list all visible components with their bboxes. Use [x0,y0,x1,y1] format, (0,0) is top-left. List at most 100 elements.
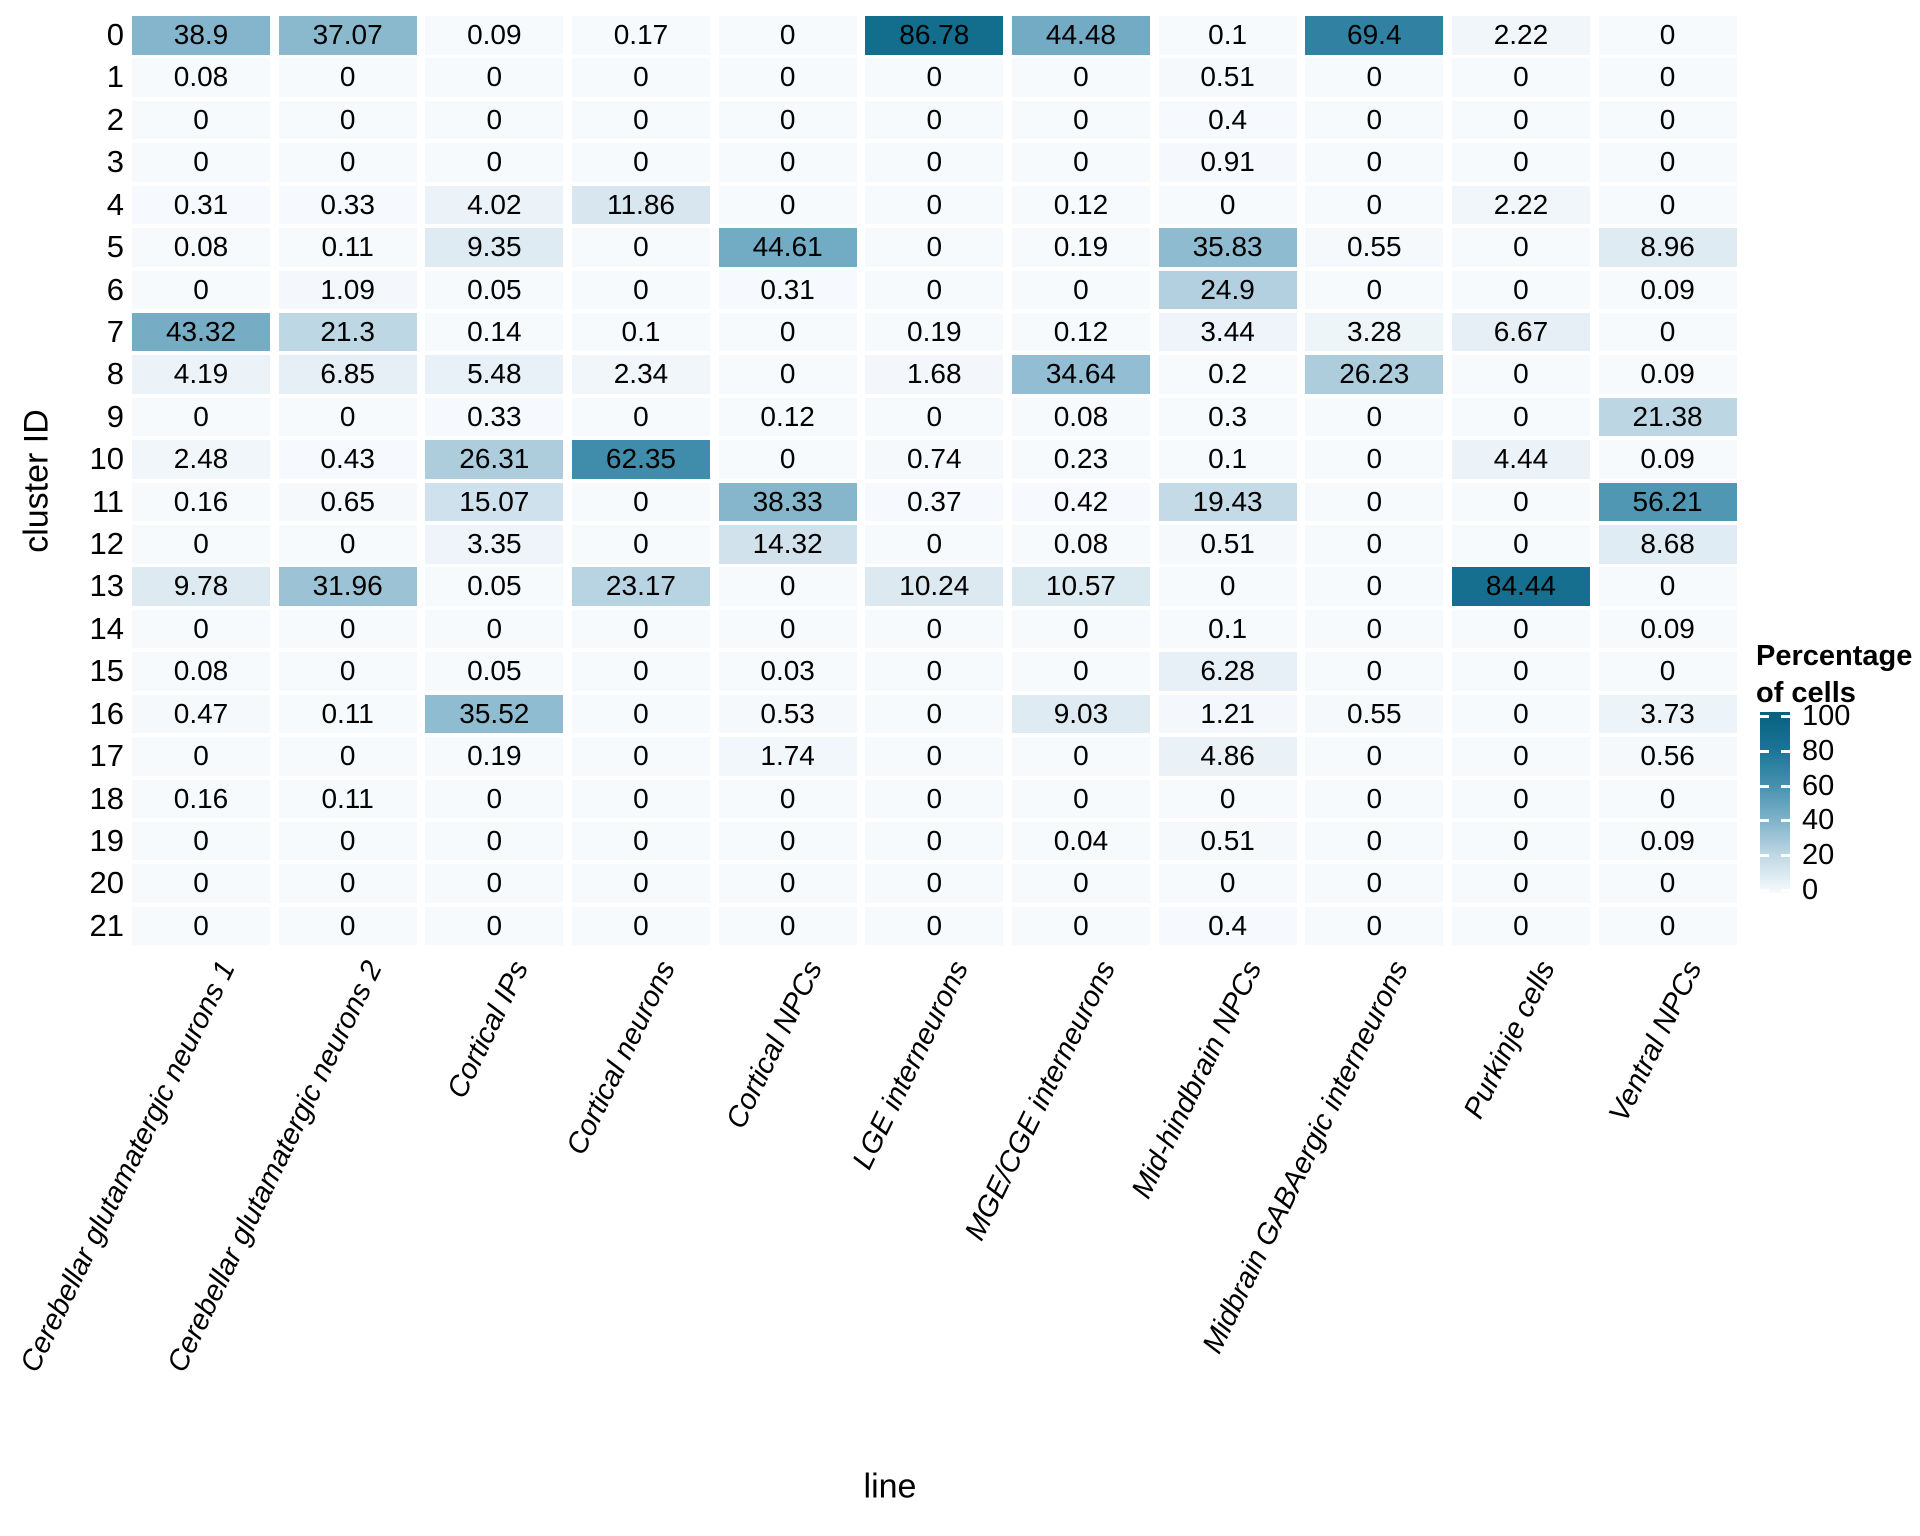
heatmap-cell: 0 [571,482,710,522]
heatmap-cell: 0 [718,16,857,55]
heatmap-cell: 0 [1305,652,1444,691]
heatmap-cell: 0 [1305,482,1444,522]
heatmap-cell: 56.21 [1598,482,1737,522]
heatmap-cell: 0 [132,737,270,776]
heatmap-cell: 0 [278,821,417,861]
heatmap-cell: 0.4 [1158,906,1297,946]
legend-tick-label: 20 [1802,839,1835,872]
heatmap-cell: 0 [865,100,1004,140]
heatmap-cell: 0 [718,821,857,861]
heatmap-cell: 0 [718,185,857,225]
y-axis-tick-label: 21 [89,907,124,943]
heatmap-cell: 21.3 [278,312,417,352]
heatmap-cell: 31.96 [278,567,417,606]
y-axis-tick-label: 10 [89,441,124,477]
heatmap-cell: 0 [132,821,270,861]
heatmap-cell: 19.43 [1158,482,1297,522]
heatmap-cell: 0.4 [1158,100,1297,140]
heatmap-cell: 3.28 [1305,312,1444,352]
heatmap-cell: 38.33 [718,482,857,522]
heatmap-cell: 0 [425,58,564,97]
heatmap-cell: 0.05 [425,567,564,606]
heatmap-cell: 10.24 [865,567,1004,606]
x-axis-tick-label: Cortical neurons [560,956,682,1160]
heatmap-cell: 0 [278,525,417,564]
heatmap-cell: 0 [132,270,270,310]
heatmap-cell: 3.73 [1598,694,1737,734]
heatmap-cell: 0 [1451,143,1590,182]
heatmap-cell: 1.09 [278,270,417,310]
heatmap-cell: 0 [132,906,270,946]
heatmap-cell: 0 [1305,100,1444,140]
heatmap-cell: 84.44 [1451,567,1590,606]
heatmap-cell: 2.48 [132,440,270,479]
heatmap-cell: 0 [1158,779,1297,819]
heatmap-cell: 0.74 [865,440,1004,479]
heatmap-cell: 0 [1598,312,1737,352]
heatmap-cell: 0 [278,58,417,97]
heatmap-cell: 0 [1451,864,1590,903]
heatmap-cell: 0 [1305,609,1444,649]
heatmap-cell: 0.1 [1158,16,1297,55]
heatmap-cell: 0.03 [718,652,857,691]
heatmap-cell: 0.2 [1158,355,1297,394]
heatmap-cell: 0 [865,58,1004,97]
heatmap-cell: 0 [425,821,564,861]
heatmap-cell: 4.86 [1158,737,1297,776]
heatmap-cell: 4.19 [132,355,270,394]
heatmap-cell: 0 [1305,525,1444,564]
heatmap-cell: 6.67 [1451,312,1590,352]
heatmap-cell: 0 [1598,143,1737,182]
legend-tick-mark [1781,854,1790,858]
y-axis-tick-label: 6 [106,271,124,307]
heatmap-cell: 0 [1011,609,1150,649]
heatmap-cell: 0.12 [718,397,857,437]
heatmap-cell: 38.9 [132,16,270,55]
heatmap-cell: 0 [132,525,270,564]
heatmap-cell: 24.9 [1158,270,1297,310]
y-axis-tick-label: 3 [106,144,124,180]
heatmap-cell: 10.57 [1011,567,1150,606]
heatmap-cell: 0.09 [1598,355,1737,394]
heatmap-cell: 6.28 [1158,652,1297,691]
heatmap-cell: 0 [865,737,1004,776]
heatmap-cell: 11.86 [571,185,710,225]
heatmap-cell: 0 [1598,567,1737,606]
legend: Percentage of cells 100 80 60 40 20 0 [1756,638,1920,938]
heatmap-cell: 0.51 [1158,58,1297,97]
heatmap-cell: 0 [1158,185,1297,225]
heatmap-cell: 0 [1598,16,1737,55]
heatmap-cell: 3.35 [425,525,564,564]
x-axis-tick-label: Cortical NPCs [719,956,829,1134]
heatmap-cell: 0 [1305,270,1444,310]
x-axis-tick-label: Cortical IPs [441,956,536,1104]
heatmap-cell: 0.55 [1305,228,1444,267]
y-axis-tick-label: 11 [91,483,124,519]
heatmap-cell: 1.21 [1158,694,1297,734]
heatmap-cell: 0 [1451,228,1590,267]
heatmap-cell: 0 [1305,58,1444,97]
heatmap-cell: 0.16 [132,779,270,819]
heatmap-cell: 0 [571,100,710,140]
heatmap-cell: 0 [1451,355,1590,394]
legend-tick-mark [1760,854,1769,858]
heatmap-cell: 0 [1451,737,1590,776]
y-axis-tick-label: 4 [106,186,124,222]
legend-tick-label: 40 [1802,804,1835,837]
heatmap-cell: 0 [1011,143,1150,182]
heatmap-cell: 23.17 [571,567,710,606]
heatmap-cell: 0.53 [718,694,857,734]
heatmap-cell: 0.08 [132,58,270,97]
heatmap-cell: 0 [1598,864,1737,903]
heatmap-cell: 0.1 [571,312,710,352]
heatmap-cell: 0 [865,185,1004,225]
heatmap-cell: 0.11 [278,779,417,819]
heatmap-cell: 0 [1598,185,1737,225]
heatmap-cell: 0 [1011,779,1150,819]
heatmap-cell: 8.68 [1598,525,1737,564]
heatmap-cell: 0.04 [1011,821,1150,861]
legend-title-line2: of cells [1756,677,1856,709]
heatmap-cell: 0 [132,609,270,649]
legend-tick-mark [1760,784,1769,788]
heatmap-cell: 9.78 [132,567,270,606]
